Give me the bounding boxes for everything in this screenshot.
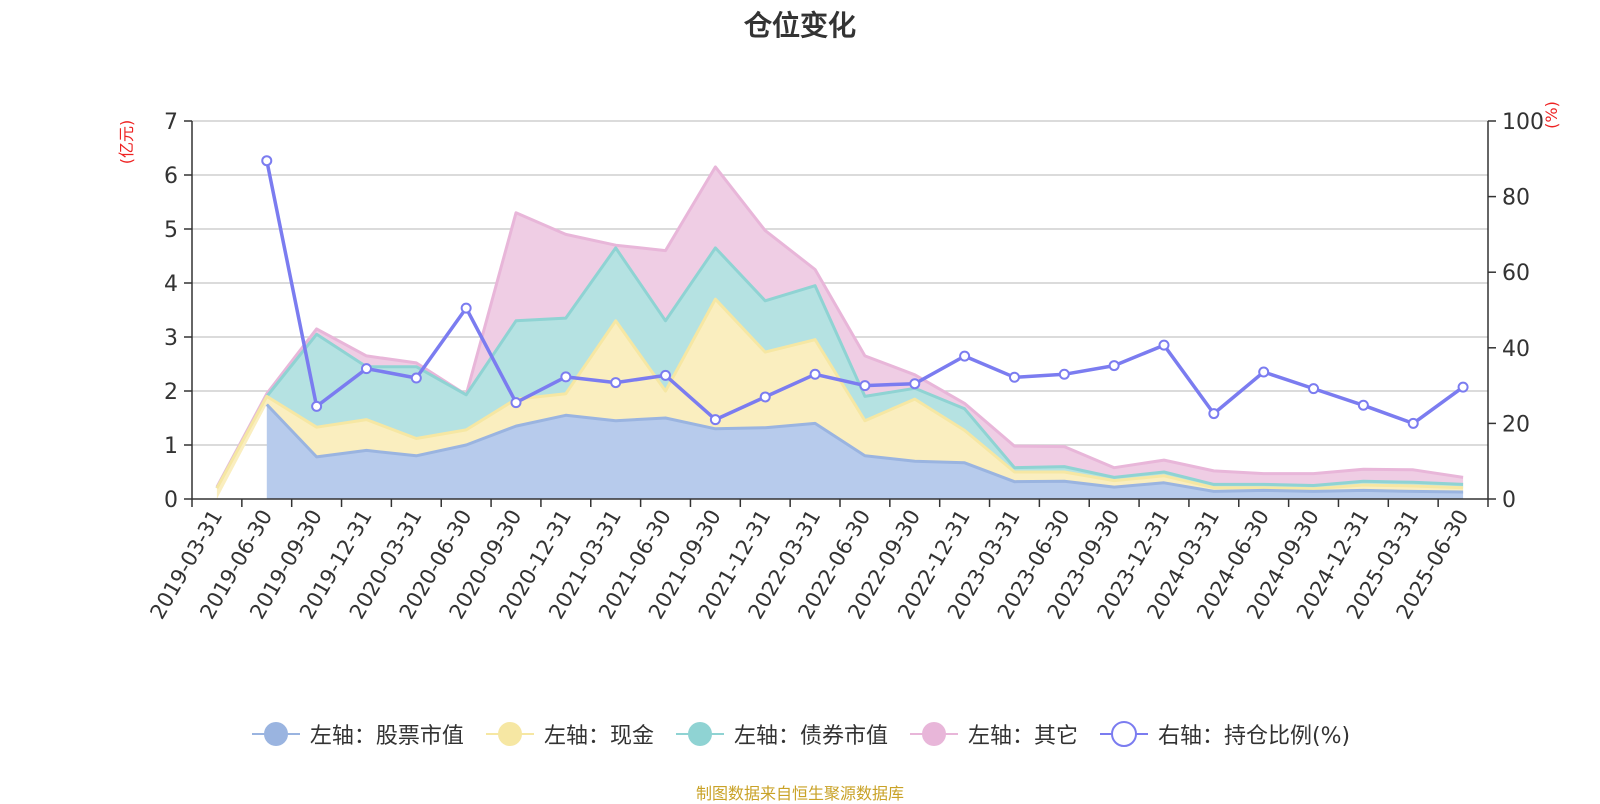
legend-swatch-marker — [921, 722, 946, 746]
left-axis-tick-label: 7 — [164, 110, 178, 135]
left-axis-tick-label: 2 — [164, 380, 178, 405]
legend-label: 右轴：持仓比例(%) — [1157, 724, 1351, 749]
ratio-point — [1258, 366, 1270, 378]
ratio-point — [360, 363, 372, 375]
left-axis-tick-label: 1 — [164, 434, 178, 459]
right-axis-tick-label: 20 — [1502, 412, 1530, 437]
legend-swatch — [485, 722, 534, 746]
legend-label: 左轴：股票市值 — [309, 724, 464, 749]
legend-item[interactable]: 左轴：现金 — [484, 718, 654, 750]
legend-swatch-marker — [687, 722, 712, 746]
ratio-point — [959, 350, 971, 362]
area-series-edge — [265, 403, 1464, 494]
ratio-point — [1407, 417, 1419, 429]
left-axis-tick-label: 5 — [164, 218, 178, 243]
right-axis-tick-label: 80 — [1502, 186, 1530, 211]
right-axis-unit: (%) — [1542, 101, 1561, 129]
ratio-point — [1357, 399, 1369, 411]
ratio-point — [261, 155, 273, 167]
legend-swatch-marker — [263, 722, 288, 746]
source-note: 制图数据来自恒生聚源数据库 — [695, 784, 904, 803]
legend-swatch-marker — [497, 722, 522, 746]
ratio-point — [510, 397, 522, 409]
ratio-point — [759, 391, 771, 403]
left-axis-tick-label: 3 — [164, 326, 178, 351]
chart-legend: 左轴：股票市值 左轴：现金 左轴：债券市值 左轴：其它 右轴：持仓比例(%) — [0, 718, 1600, 750]
legend-item[interactable]: 左轴：股票市值 — [250, 718, 464, 750]
legend-item[interactable]: 左轴：其它 — [908, 718, 1078, 750]
area-series — [266, 404, 1464, 499]
area-series — [216, 299, 1464, 499]
legend-swatch — [675, 722, 724, 746]
ratio-point — [410, 372, 422, 384]
ratio-point — [809, 368, 821, 380]
ratio-point — [1008, 371, 1020, 383]
ratio-point — [909, 378, 921, 390]
ratio-point — [1208, 408, 1220, 420]
legend-label: 左轴：债券市值 — [733, 724, 888, 749]
ratio-point — [610, 377, 622, 389]
legend-swatch — [251, 722, 300, 746]
ratio-point — [560, 371, 572, 383]
right-axis-tick-label: 100 — [1502, 110, 1544, 135]
left-axis-unit: (亿元) — [117, 120, 136, 165]
ratio-point — [709, 414, 721, 426]
right-axis-tick-label: 0 — [1502, 488, 1516, 513]
ratio-point — [1108, 360, 1120, 372]
area-series — [216, 247, 1464, 489]
legend-swatch — [1099, 721, 1148, 747]
right-axis-tick-label: 60 — [1502, 261, 1530, 286]
chart-title: 仓位变化 — [743, 9, 856, 42]
ratio-point — [1308, 383, 1320, 395]
ratio-point — [1058, 368, 1070, 380]
legend-label: 左轴：其它 — [967, 724, 1078, 749]
ratio-point — [1158, 339, 1170, 351]
ratio-point — [1457, 381, 1469, 393]
ratio-point — [660, 369, 672, 381]
left-axis-tick-label: 0 — [164, 488, 178, 513]
area-layer — [215, 165, 1464, 499]
right-axis-tick-label: 40 — [1502, 337, 1530, 362]
legend-item[interactable]: 左轴：债券市值 — [674, 718, 888, 750]
legend-swatch-marker — [1110, 721, 1137, 747]
left-axis-tick-label: 4 — [164, 272, 178, 297]
line-layer — [261, 155, 1469, 429]
ratio-point — [859, 380, 871, 392]
left-axis-tick-label: 6 — [164, 164, 178, 189]
ratio-point — [311, 400, 323, 412]
area-series-edge — [215, 246, 1464, 489]
legend-swatch — [909, 722, 958, 746]
ratio-point — [460, 302, 472, 314]
area-series — [216, 166, 1464, 489]
legend-item[interactable]: 右轴：持仓比例(%) — [1098, 718, 1350, 750]
legend-label: 左轴：现金 — [543, 724, 654, 749]
